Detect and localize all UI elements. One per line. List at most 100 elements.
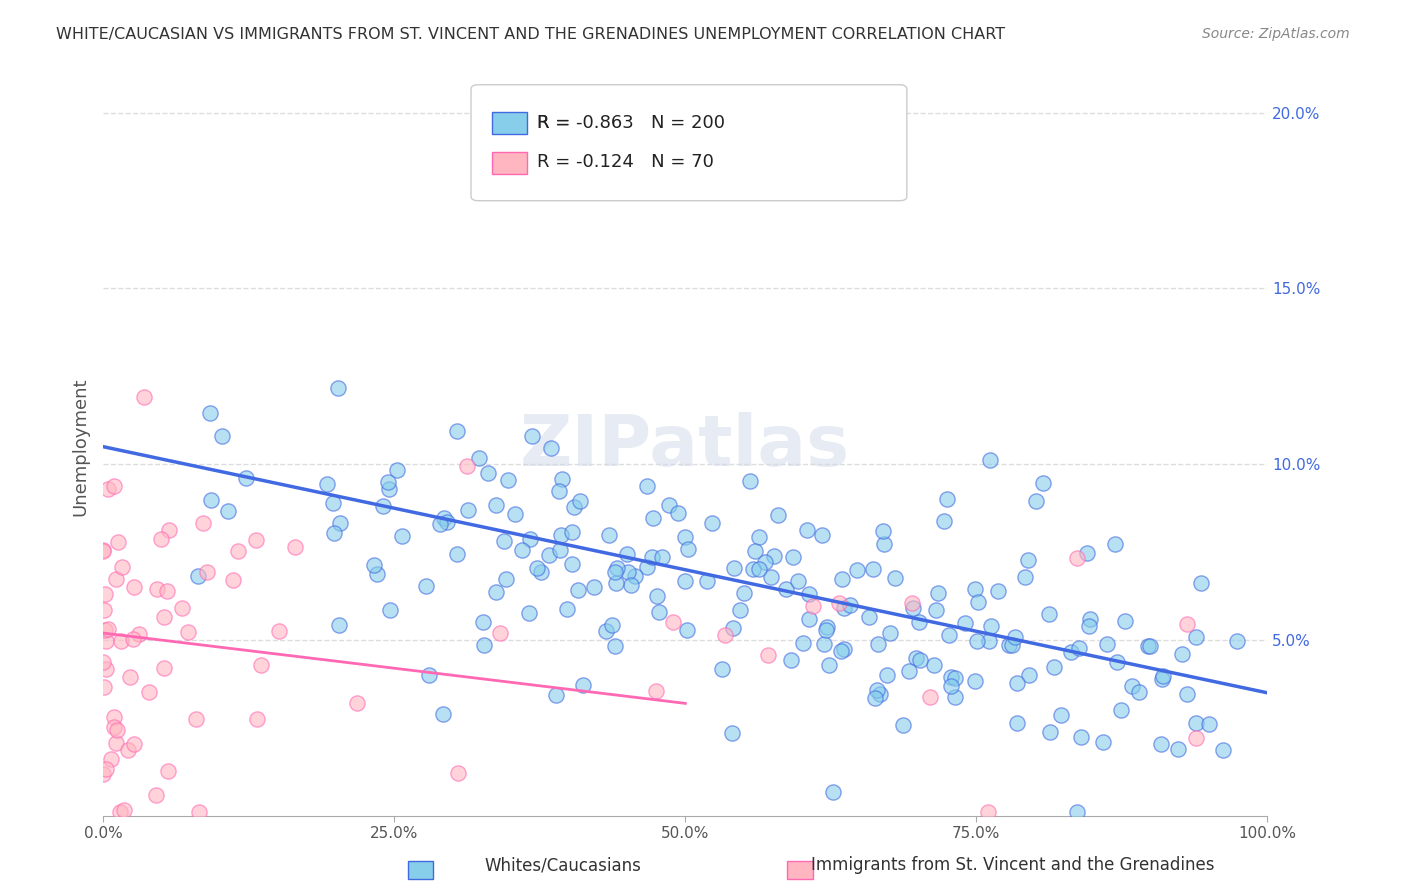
Point [624, 568, 647, 582]
Point [103, 709, 125, 723]
Point [387, 462, 409, 476]
Point [1066, 550, 1088, 565]
Point [391, 528, 413, 542]
Point [93, 603, 115, 617]
Point [838, 598, 860, 612]
Point [846, 563, 869, 577]
Point [1198, 717, 1220, 731]
Point [925, 603, 948, 617]
Point [446, 547, 468, 561]
Point [676, 541, 699, 556]
Point [322, 526, 344, 541]
Point [530, 565, 553, 579]
Point [561, 524, 583, 539]
Point [94, 762, 117, 776]
Point [636, 478, 658, 492]
Point [832, 641, 855, 656]
Point [710, 662, 733, 676]
Point [107, 534, 129, 549]
Point [872, 524, 894, 538]
Point [105, 723, 128, 737]
Point [217, 504, 239, 518]
Point [939, 679, 962, 693]
Point [124, 580, 146, 594]
Point [817, 657, 839, 672]
Point [1043, 660, 1066, 674]
Point [1185, 731, 1208, 746]
Point [616, 547, 638, 561]
Point [186, 712, 208, 726]
Point [96, 662, 118, 676]
Point [562, 500, 585, 515]
Point [326, 381, 349, 395]
Point [779, 653, 801, 667]
Point [1128, 684, 1150, 698]
Point [373, 499, 395, 513]
Point [1095, 637, 1118, 651]
Text: R = -0.863   N = 200: R = -0.863 N = 200 [537, 114, 725, 132]
Point [226, 544, 249, 558]
Point [828, 596, 851, 610]
Point [537, 548, 560, 562]
Point [641, 549, 664, 564]
Point [1177, 616, 1199, 631]
Point [932, 514, 955, 528]
Point [456, 458, 478, 473]
Point [869, 687, 891, 701]
Point [246, 712, 269, 726]
Point [713, 628, 735, 642]
Point [540, 442, 562, 456]
Point [97, 622, 120, 636]
Point [1018, 668, 1040, 682]
Point [94, 633, 117, 648]
Point [744, 544, 766, 558]
Point [519, 532, 541, 546]
Point [329, 516, 352, 530]
Point [943, 690, 966, 704]
Point [548, 483, 571, 498]
Point [831, 572, 853, 586]
Point [122, 632, 145, 646]
Point [905, 650, 928, 665]
Text: Source: ZipAtlas.com: Source: ZipAtlas.com [1202, 27, 1350, 41]
Point [105, 736, 128, 750]
Point [1017, 553, 1039, 567]
Point [1212, 743, 1234, 757]
Point [955, 615, 977, 630]
Point [1175, 687, 1198, 701]
Point [797, 612, 820, 626]
Point [754, 555, 776, 569]
Point [987, 583, 1010, 598]
Point [868, 637, 890, 651]
Text: Immigrants from St. Vincent and the Grenadines: Immigrants from St. Vincent and the Gren… [811, 856, 1213, 874]
Point [1005, 676, 1028, 690]
Point [555, 602, 578, 616]
Point [583, 580, 606, 594]
Point [1185, 630, 1208, 644]
Point [1150, 737, 1173, 751]
Point [187, 805, 209, 820]
Point [132, 390, 155, 404]
Point [821, 785, 844, 799]
Point [100, 752, 122, 766]
Point [733, 586, 755, 600]
Point [675, 530, 697, 544]
Point [484, 498, 506, 512]
Point [110, 634, 132, 648]
Point [756, 648, 779, 663]
Point [546, 688, 568, 702]
Point [775, 582, 797, 597]
Point [128, 627, 150, 641]
Point [918, 690, 941, 704]
Point [696, 574, 718, 588]
Point [366, 567, 388, 582]
Point [768, 508, 790, 522]
Point [221, 574, 243, 588]
Point [117, 743, 139, 757]
Point [235, 471, 257, 485]
Point [879, 626, 901, 640]
Point [284, 541, 307, 555]
Point [792, 636, 814, 650]
Point [866, 683, 889, 698]
Point [170, 600, 193, 615]
